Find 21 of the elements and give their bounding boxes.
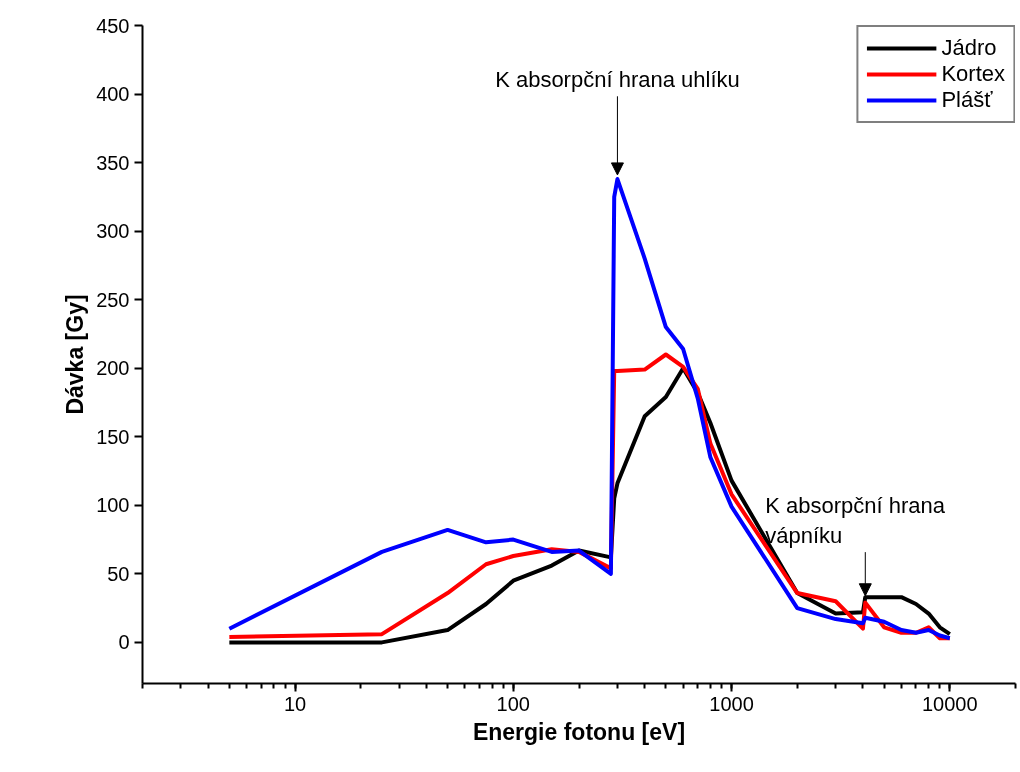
legend-label: Jádro	[941, 35, 997, 61]
x-tick-label: 1000	[709, 692, 754, 715]
y-tick-label: 150	[96, 425, 130, 448]
y-tick-label: 400	[96, 83, 130, 106]
y-tick-label: 250	[96, 288, 130, 311]
y-tick-label: 350	[96, 151, 130, 174]
x-axis-title: Energie fotonu [eV]	[472, 718, 686, 745]
annotation: K absorpční hrana vápníku	[765, 493, 946, 549]
x-tick-label: 10	[283, 692, 307, 715]
y-tick-label: 300	[96, 220, 130, 243]
y-axis-title: Dávka [Gy]	[62, 294, 89, 415]
legend-label: Kortex	[941, 61, 1005, 87]
x-tick-label: 10000	[921, 692, 978, 715]
x-tick-label: 100	[496, 692, 530, 715]
y-tick-label: 200	[96, 357, 130, 380]
y-tick-label: 50	[107, 562, 130, 585]
y-tick-label: 0	[118, 631, 130, 654]
annotation: K absorpční hrana uhlíku	[495, 67, 740, 93]
y-tick-label: 450	[96, 14, 130, 37]
y-tick-label: 100	[96, 494, 130, 517]
legend-label: Plášť	[941, 87, 993, 113]
